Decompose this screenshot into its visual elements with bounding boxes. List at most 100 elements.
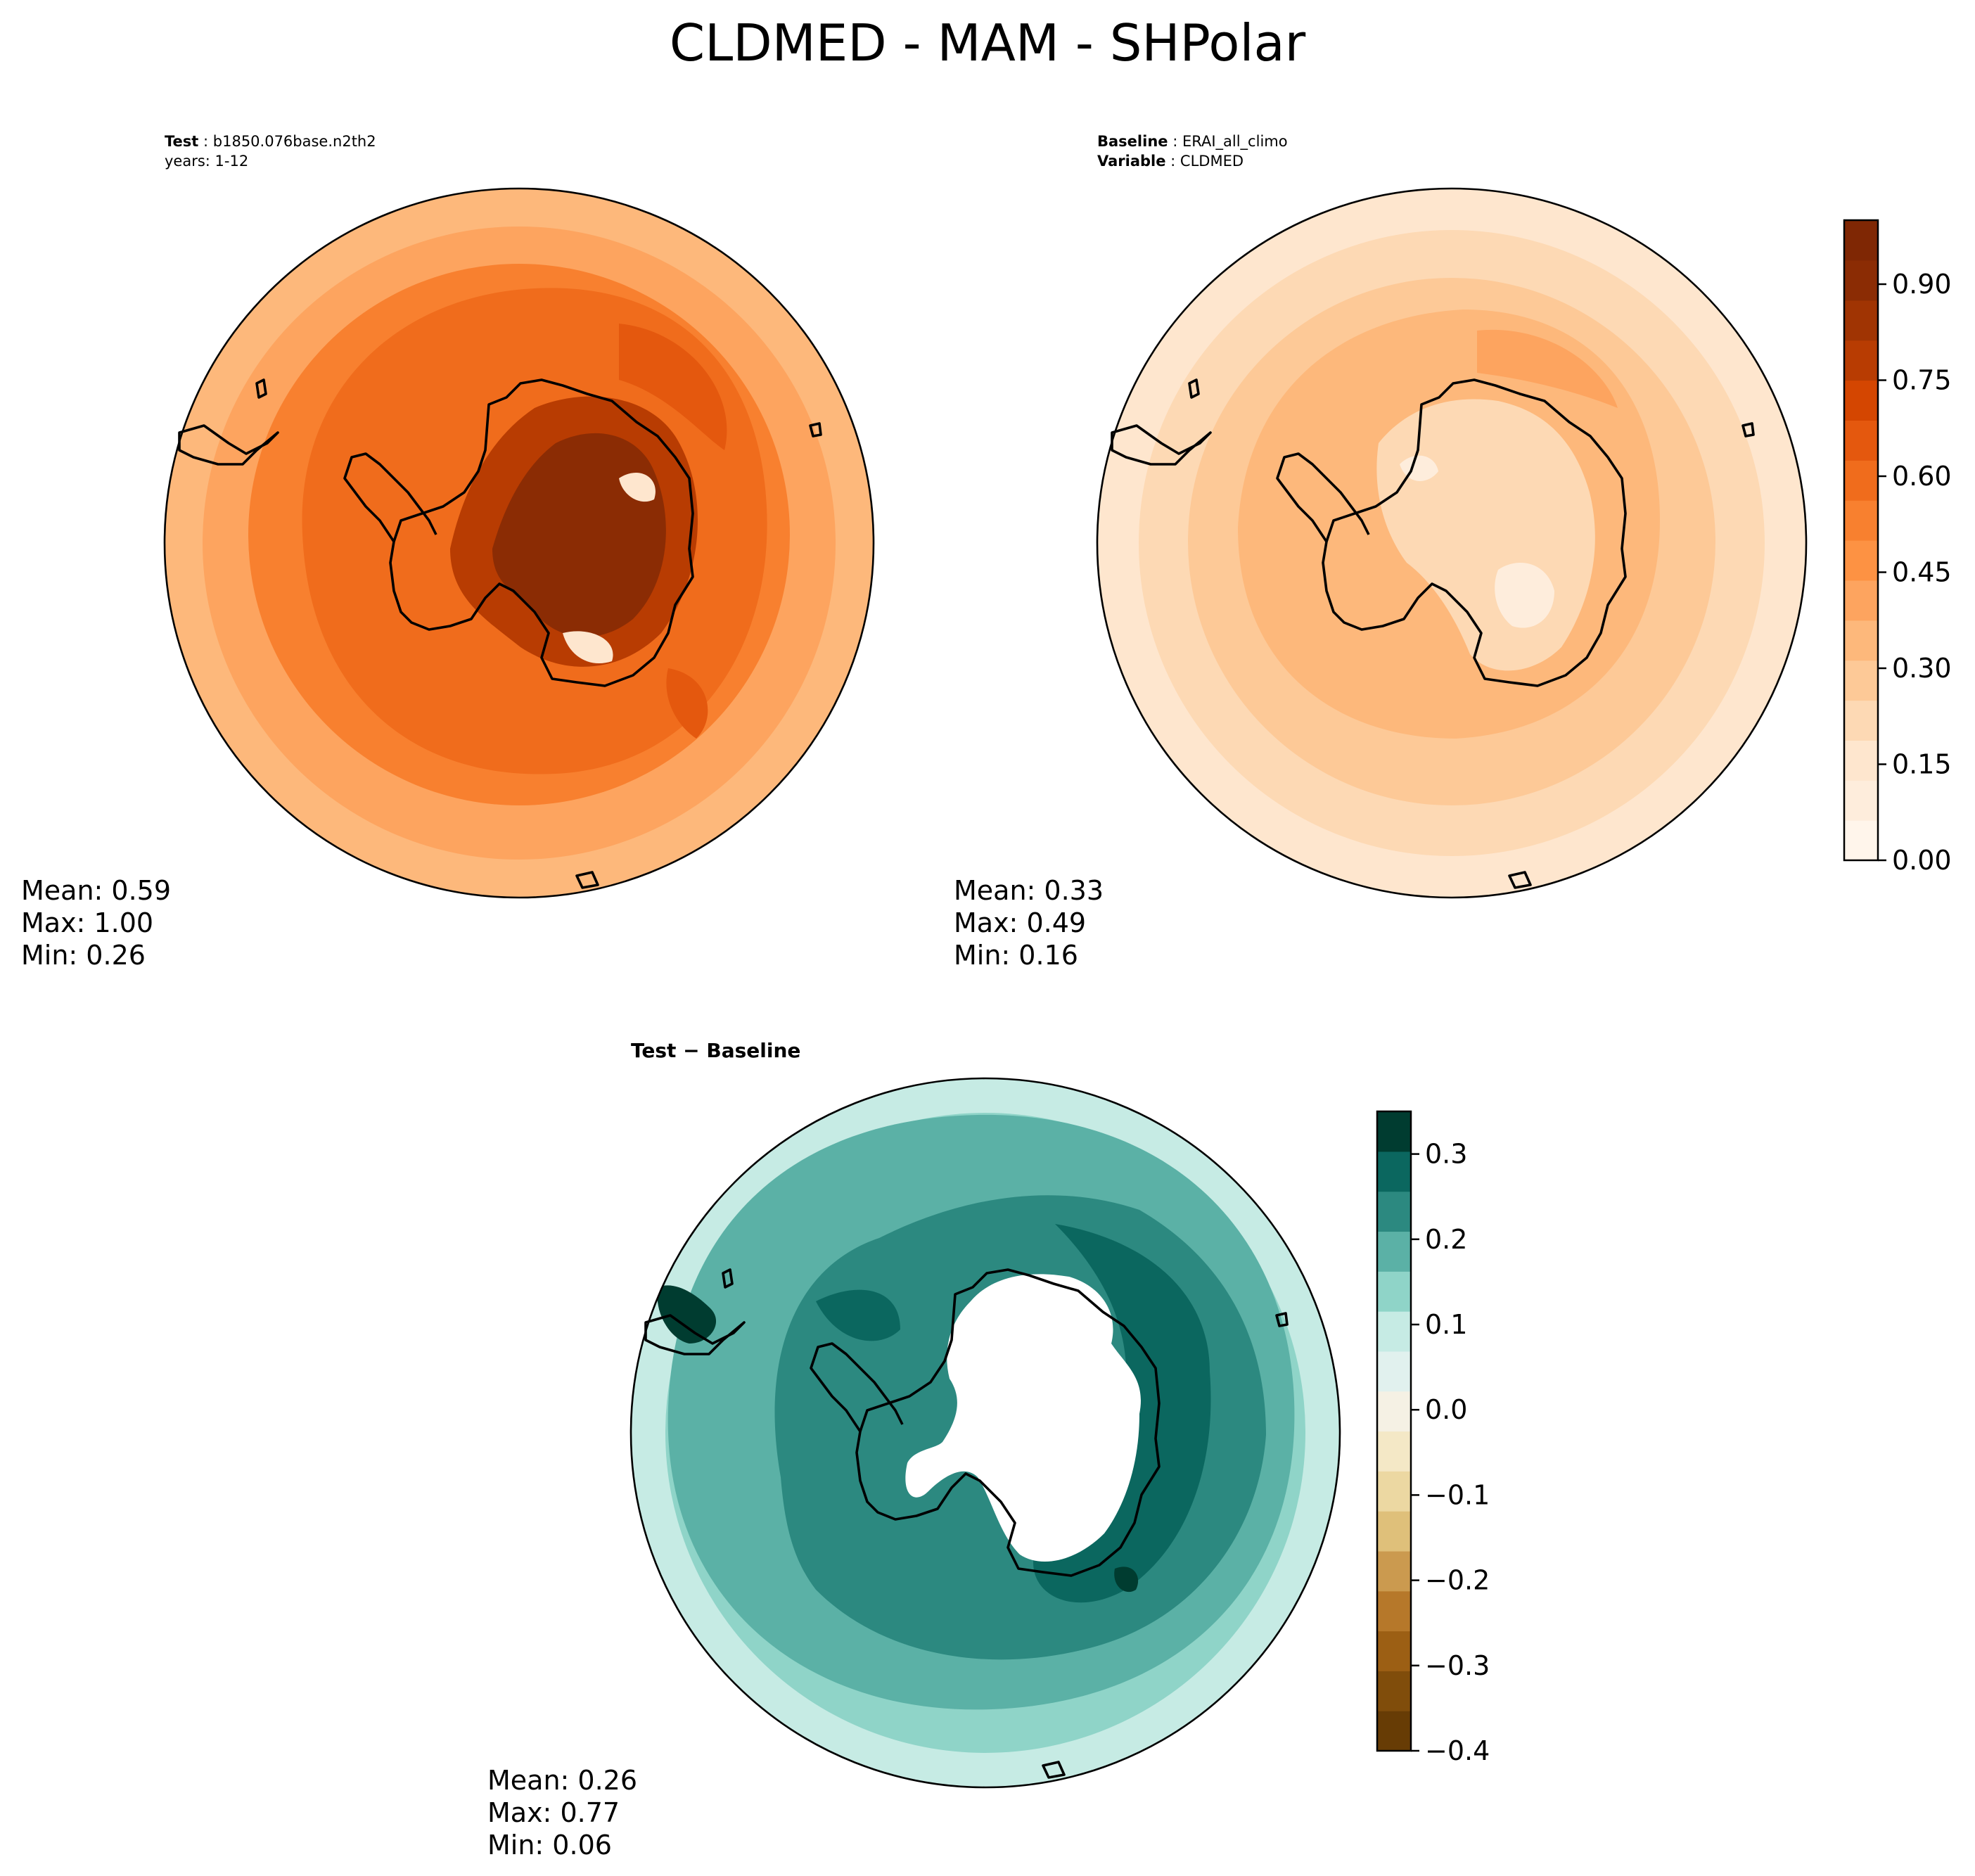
baseline-variable: Variable : CLDMED xyxy=(1097,153,1244,170)
figure-title: CLDMED - MAM - SHPolar xyxy=(670,13,1306,72)
test-stat-min: Min: 0.26 xyxy=(21,940,146,971)
baseline-stat-max: Max: 0.49 xyxy=(954,907,1086,938)
main-colorbar-tick-label: 0.75 xyxy=(1892,365,1952,396)
test-years: years: 1-12 xyxy=(165,153,248,170)
main-colorbar-tick-label: 0.15 xyxy=(1892,749,1952,780)
diff-colorbar-tick-label: −0.3 xyxy=(1425,1650,1490,1681)
test-label-sep: : xyxy=(198,133,212,150)
diff-colorbar-ticks: 0.3 0.2 0.1 0.0 −0.1 −0.2 −0.3 −0.4 xyxy=(1411,1139,1490,1766)
diff-colorbar-swatch xyxy=(1377,1271,1411,1312)
baseline-antarctica-coastline xyxy=(1322,378,1627,687)
baseline-label-value: ERAI_all_climo xyxy=(1182,133,1288,151)
main-colorbar-swatch xyxy=(1844,300,1878,341)
diff-map-border xyxy=(629,1077,1341,1789)
main-colorbar-swatch xyxy=(1844,820,1878,861)
diff-colorbar-swatches xyxy=(1377,1111,1411,1751)
diff-map xyxy=(631,1078,1340,1787)
diff-colorbar-swatch xyxy=(1377,1471,1411,1512)
diff-stat-max: Max: 0.77 xyxy=(487,1797,620,1828)
diff-peninsula-coastline xyxy=(810,1342,904,1432)
baseline-panel: Baseline : ERAI_all_climo Variable : CLD… xyxy=(954,133,1808,971)
test-island-coastline xyxy=(575,422,822,889)
test-south-america-coastline xyxy=(178,378,279,466)
diff-colorbar-swatch xyxy=(1377,1631,1411,1671)
main-colorbar: 0.00 0.15 0.30 0.45 0.60 0.75 0.90 xyxy=(1843,219,1952,876)
main-colorbar-swatch xyxy=(1844,540,1878,581)
test-stat-mean: Mean: 0.59 xyxy=(21,875,171,906)
diff-colorbar-tick-label: −0.4 xyxy=(1425,1735,1490,1766)
diff-header: Test − Baseline xyxy=(631,1039,800,1062)
main-colorbar-tick-label: 0.90 xyxy=(1892,269,1952,300)
diff-antarctica-coastline xyxy=(855,1268,1161,1577)
baseline-header: Baseline : ERAI_all_climo xyxy=(1097,133,1288,151)
baseline-peninsula-coastline xyxy=(1276,452,1370,542)
diff-colorbar-tick-label: 0.1 xyxy=(1425,1309,1467,1340)
test-stat-max: Max: 1.00 xyxy=(21,907,153,938)
main-colorbar-swatch xyxy=(1844,420,1878,461)
baseline-label-key: Baseline xyxy=(1097,133,1168,150)
diff-colorbar-swatch xyxy=(1377,1590,1411,1632)
test-coastlines xyxy=(178,378,822,889)
test-contour-band xyxy=(619,324,727,739)
diff-colorbar-swatch xyxy=(1377,1111,1411,1152)
diff-colorbar-swatch xyxy=(1377,1431,1411,1472)
main-colorbar-swatch xyxy=(1844,740,1878,781)
baseline-label-sep: : xyxy=(1168,133,1182,150)
diff-colorbar-swatch xyxy=(1377,1231,1411,1272)
diff-colorbar-swatch xyxy=(1377,1550,1411,1592)
baseline-stat-min: Min: 0.16 xyxy=(954,940,1078,971)
baseline-variable-value: CLDMED xyxy=(1180,153,1244,170)
diff-colorbar-tick-label: 0.3 xyxy=(1425,1139,1467,1170)
diff-contour-band xyxy=(905,1274,1141,1562)
diff-colorbar-swatch xyxy=(1377,1151,1411,1192)
main-colorbar-tick-label: 0.45 xyxy=(1892,557,1952,588)
main-colorbar-swatch xyxy=(1844,780,1878,821)
main-colorbar-swatch xyxy=(1844,460,1878,501)
diff-colorbar-tick-label: −0.2 xyxy=(1425,1565,1490,1596)
baseline-map xyxy=(1097,189,1806,898)
main-colorbar-swatch xyxy=(1844,260,1878,301)
diff-coastlines xyxy=(644,1268,1289,1779)
main-colorbar-swatch xyxy=(1844,660,1878,701)
diff-colorbar-swatch xyxy=(1377,1511,1411,1552)
main-colorbar-swatch xyxy=(1844,500,1878,541)
diff-colorbar-swatch xyxy=(1377,1191,1411,1232)
main-colorbar-swatch xyxy=(1844,700,1878,741)
main-colorbar-ticks: 0.00 0.15 0.30 0.45 0.60 0.75 0.90 xyxy=(1878,269,1952,876)
baseline-variable-key: Variable xyxy=(1097,153,1165,170)
baseline-contour-band xyxy=(1477,329,1618,408)
main-colorbar-tick-label: 0.30 xyxy=(1892,653,1952,684)
main-colorbar-swatches xyxy=(1844,220,1878,861)
diff-colorbar-swatch xyxy=(1377,1671,1411,1711)
diff-colorbar-swatch xyxy=(1377,1391,1411,1432)
diff-island-coastline xyxy=(1042,1312,1289,1779)
diff-colorbar-tick-label: 0.0 xyxy=(1425,1394,1467,1425)
diff-colorbar-frame xyxy=(1376,1110,1412,1752)
diff-colorbar-swatch xyxy=(1377,1711,1411,1751)
diff-stat-mean: Mean: 0.26 xyxy=(487,1765,637,1796)
baseline-south-america-coastline xyxy=(1111,378,1212,466)
diff-contour-band xyxy=(657,1285,1139,1593)
baseline-variable-sep: : xyxy=(1165,153,1180,170)
diff-colorbar: 0.3 0.2 0.1 0.0 −0.1 −0.2 −0.3 −0.4 xyxy=(1376,1110,1490,1766)
test-label-value: b1850.076base.n2th2 xyxy=(213,133,376,150)
main-colorbar-tick-label: 0.00 xyxy=(1892,845,1952,876)
baseline-stat-mean: Mean: 0.33 xyxy=(954,875,1104,906)
main-colorbar-swatch xyxy=(1844,580,1878,621)
main-colorbar-tick-label: 0.60 xyxy=(1892,461,1952,492)
baseline-island-coastline xyxy=(1508,422,1755,889)
main-colorbar-swatch xyxy=(1844,620,1878,661)
main-colorbar-frame xyxy=(1843,219,1879,862)
baseline-contour-band xyxy=(1400,455,1554,628)
test-antarctica-coastline xyxy=(389,378,694,687)
test-map-border xyxy=(163,187,875,899)
test-contour-band xyxy=(563,472,656,664)
main-colorbar-swatch xyxy=(1844,380,1878,421)
baseline-map-border xyxy=(1096,187,1808,899)
diff-colorbar-tick-label: 0.2 xyxy=(1425,1224,1467,1255)
baseline-coastlines xyxy=(1111,378,1755,889)
diff-panel: Test − Baseline Mean: 0.26 Max: 0.77 Min… xyxy=(487,1039,1341,1861)
main-colorbar-swatch xyxy=(1844,340,1878,381)
test-peninsula-coastline xyxy=(343,452,437,542)
